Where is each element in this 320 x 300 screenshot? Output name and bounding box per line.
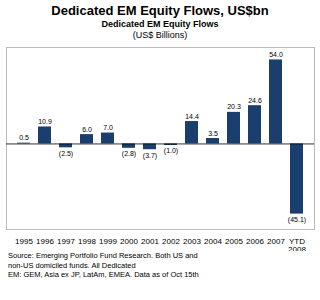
svg-text:1999: 1999 bbox=[99, 237, 117, 246]
svg-text:2007: 2007 bbox=[267, 237, 285, 246]
svg-text:1996: 1996 bbox=[36, 237, 54, 246]
html-text:Dedicated EM Equity Flows, US$: Dedicated EM Equity Flows, US$bn bbox=[51, 3, 269, 18]
svg-text:7.0: 7.0 bbox=[103, 124, 113, 131]
html-text:Source: Emerging Portfolio Fun: Source: Emerging Portfolio Fund Research… bbox=[8, 251, 198, 260]
svg-text:2006: 2006 bbox=[246, 237, 264, 246]
svg-text:2000: 2000 bbox=[120, 237, 138, 246]
svg-text:(3.7): (3.7) bbox=[143, 152, 157, 160]
html-text:Dedicated EM Equity Flows: Dedicated EM Equity Flows bbox=[101, 19, 219, 29]
svg-text:(1.0): (1.0) bbox=[164, 147, 178, 155]
svg-text:2004: 2004 bbox=[204, 237, 222, 246]
svg-text:1997: 1997 bbox=[57, 237, 75, 246]
svg-text:(2.5): (2.5) bbox=[59, 150, 73, 158]
svg-text:3.5: 3.5 bbox=[208, 130, 218, 137]
html-text:non-US domiciled funds. All De: non-US domiciled funds. All Dedicated bbox=[8, 260, 136, 270]
svg-text:(45.1): (45.1) bbox=[288, 216, 306, 224]
svg-text:2002: 2002 bbox=[162, 237, 180, 246]
svg-text:1998: 1998 bbox=[78, 237, 96, 246]
svg-text:20.3: 20.3 bbox=[227, 103, 241, 110]
svg-text:6.0: 6.0 bbox=[82, 126, 92, 133]
svg-text:2003: 2003 bbox=[183, 237, 201, 246]
svg-text:0.5: 0.5 bbox=[19, 134, 29, 141]
svg-text:2005: 2005 bbox=[225, 237, 243, 246]
svg-text:14.4: 14.4 bbox=[185, 113, 199, 120]
svg-text:10.9: 10.9 bbox=[38, 118, 52, 125]
svg-text:YTD2008: YTD2008 bbox=[288, 237, 306, 251]
html-text:EM: GEM, Asia ex JP, LatAm, EM: EM: GEM, Asia ex JP, LatAm, EMEA. Data a… bbox=[8, 270, 199, 279]
html-text:(US$ Billions): (US$ Billions) bbox=[132, 30, 188, 40]
svg-text:(2.8): (2.8) bbox=[122, 150, 136, 158]
svg-text:24.6: 24.6 bbox=[248, 97, 262, 104]
svg-text:2001: 2001 bbox=[141, 237, 159, 246]
svg-text:54.0: 54.0 bbox=[269, 51, 283, 58]
svg-text:1995: 1995 bbox=[15, 237, 33, 246]
